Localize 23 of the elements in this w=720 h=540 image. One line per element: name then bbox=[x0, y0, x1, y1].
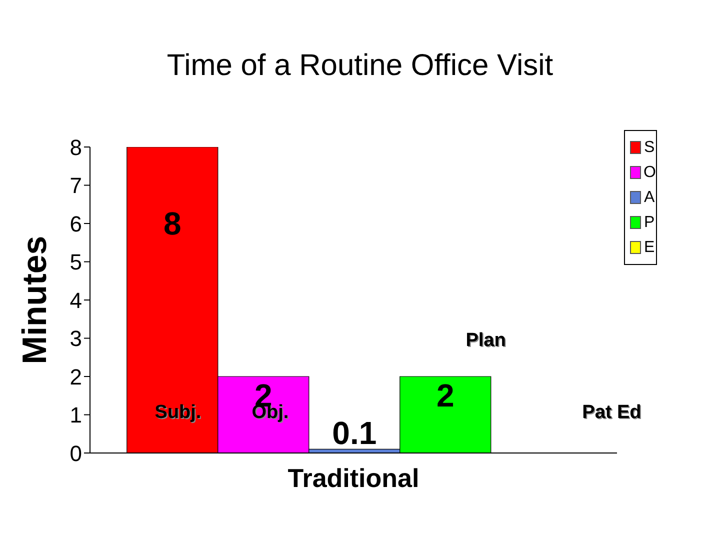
y-tick-label: 6 bbox=[70, 211, 82, 236]
annotation: Pat Ed bbox=[582, 402, 642, 423]
y-tick-label: 2 bbox=[70, 364, 82, 390]
legend-label: S bbox=[644, 138, 655, 156]
y-axis-title: Minutes bbox=[16, 236, 54, 364]
data-label: 8 bbox=[163, 206, 182, 242]
chart-title: Time of a Routine Office Visit bbox=[166, 49, 554, 82]
y-tick-label: 4 bbox=[70, 288, 82, 313]
y-tick-label: 1 bbox=[70, 402, 82, 428]
y-tick-label: 7 bbox=[70, 173, 82, 198]
data-label: 0.1 bbox=[332, 415, 377, 452]
annotation: Plan bbox=[466, 330, 506, 351]
y-tick-label: 3 bbox=[70, 326, 82, 352]
x-tick-label: Traditional bbox=[288, 463, 420, 493]
legend-label: O bbox=[644, 164, 656, 182]
y-tick-label: 5 bbox=[70, 250, 82, 275]
y-tick-label: 8 bbox=[70, 134, 82, 160]
y-tick-label: 0 bbox=[70, 440, 82, 466]
legend-label: P bbox=[644, 214, 655, 232]
legend-label: E bbox=[644, 238, 655, 256]
annotation: Subj. bbox=[154, 402, 202, 423]
data-label: 2 bbox=[436, 378, 454, 414]
legend-label: A bbox=[644, 188, 655, 206]
